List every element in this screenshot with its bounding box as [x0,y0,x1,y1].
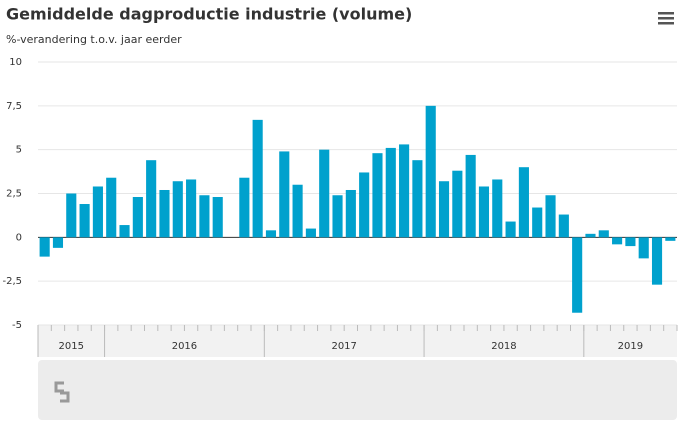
bar [186,179,197,238]
bar [252,119,263,238]
navigator-panel [38,360,677,420]
menu-bar [658,12,674,15]
year-label: 2017 [331,341,356,352]
logo-part [54,381,64,393]
bar [305,228,316,238]
bar [518,167,529,238]
bar [505,221,516,238]
logo [54,381,70,403]
year-label: 2015 [59,341,84,352]
bar [52,237,64,248]
bar [478,186,490,238]
bar [132,197,143,238]
y-tick-label: 5 [16,145,22,156]
bar [319,149,330,238]
menu-bar [658,17,674,20]
bar [79,204,90,238]
bar [465,154,476,238]
bar [39,237,50,257]
bar [372,153,383,238]
bar [199,195,210,238]
chart-subtitle: %-verandering t.o.v. jaar eerder [6,33,182,46]
bar [119,225,130,238]
bar [438,181,450,238]
bar [239,177,250,238]
bar [532,207,543,238]
bar [625,237,636,247]
bar [651,237,663,285]
y-tick-label: 2,5 [6,189,22,200]
bar [212,197,223,238]
y-tick-label: 7,5 [6,101,22,112]
logo-part [60,391,70,403]
bar [359,172,370,238]
bar [558,214,569,238]
bar [92,186,103,238]
bar [159,189,170,238]
y-tick-label: -2,5 [2,276,22,287]
bar [572,237,583,313]
menu-button[interactable] [658,12,674,25]
y-tick-label: -5 [12,320,22,331]
bar [452,170,463,238]
bar [345,189,356,238]
year-label: 2018 [491,341,516,352]
bar [265,230,277,238]
bar [585,233,596,238]
bar [385,147,396,238]
bar [172,181,183,238]
bar [332,195,343,238]
menu-bar [658,22,674,25]
bar [598,230,609,238]
bar [292,184,303,238]
bar [665,237,676,241]
bar [638,237,649,259]
year-label: 2019 [618,341,643,352]
bar [146,160,157,238]
y-tick-label: 0 [16,232,22,243]
bar [545,195,556,238]
chart-title: Gemiddelde dagproductie industrie (volum… [6,5,412,24]
year-label: 2016 [172,341,197,352]
bar [492,179,503,238]
bar [425,105,436,238]
bar [412,160,423,238]
bar [106,177,117,238]
bar [399,144,410,238]
y-tick-label: 10 [9,57,22,68]
bar [66,193,77,238]
bar [279,151,290,238]
bar [612,237,623,245]
